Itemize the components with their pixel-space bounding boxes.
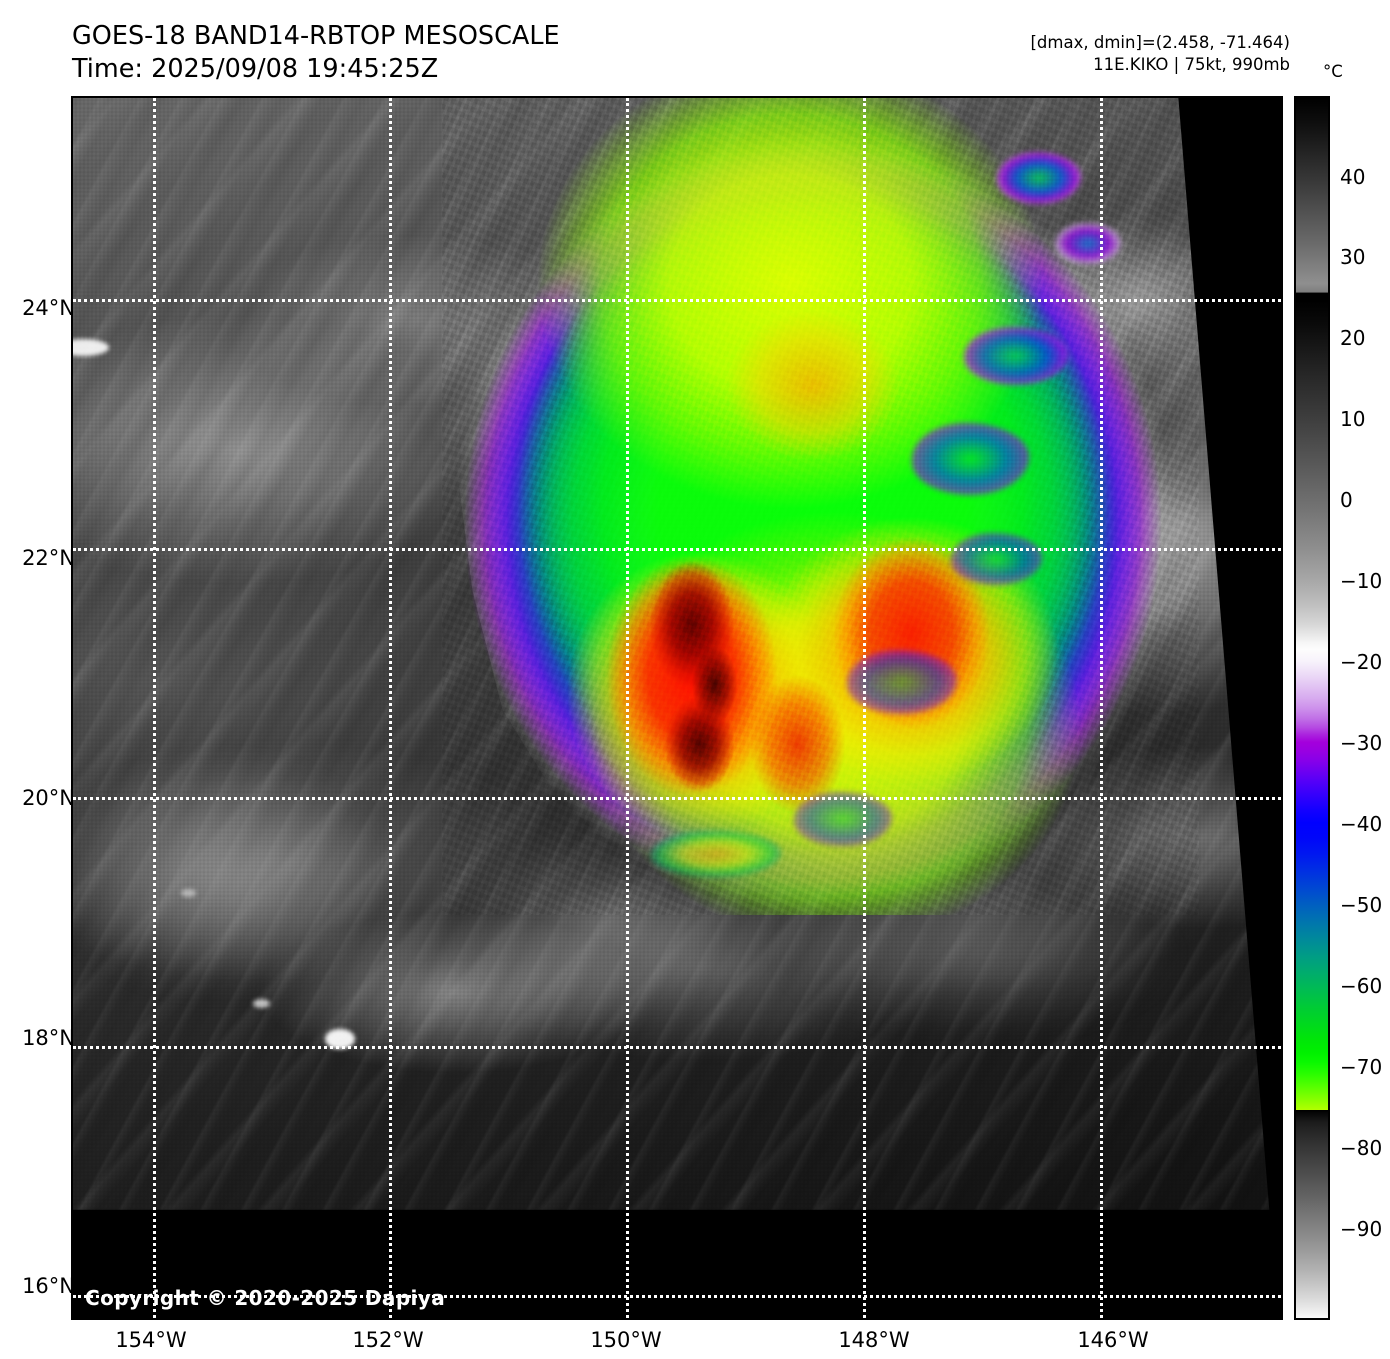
colorbar-tick-minus40: −40 [1340,812,1383,836]
detached-convective-cell [650,830,782,878]
plot-inner: Copyright © 2020-2025 Dapiya [73,98,1281,1318]
x-tick-label-154w: 154°W [115,1328,187,1352]
bright-cloud-blob [73,339,110,357]
y-tick-label-16n: 16°N [22,1274,75,1298]
x-tick-label-152w: 152°W [352,1328,424,1352]
y-tick-label-22n: 22°N [22,546,75,570]
header-title-block: GOES-18 BAND14-RBTOP MESOSCALE Time: 202… [72,20,560,85]
colorbar-unit-label: °C [1323,62,1343,81]
header-annotation-block: [dmax, dmin]=(2.458, -71.464) 11E.KIKO |… [1031,32,1291,76]
page-title: GOES-18 BAND14-RBTOP MESOSCALE [72,21,560,51]
colorbar-tick-minus70: −70 [1340,1055,1383,1079]
copyright-label: Copyright © 2020-2025 Dapiya [85,1286,446,1310]
bright-cloud-blob [324,1028,355,1050]
colorbar-tick-30: 30 [1340,245,1366,269]
y-tick-label-18n: 18°N [22,1026,75,1050]
x-tick-label-148w: 148°W [838,1328,910,1352]
colorbar-tick-minus60: −60 [1340,974,1383,998]
temperature-colorbar-lower-gray [1294,1110,1330,1320]
detached-convective-cell [996,151,1082,204]
y-tick-label-20n: 20°N [22,786,75,810]
colorbar-tick-minus20: −20 [1340,650,1383,674]
detached-convective-cell [911,423,1030,495]
satellite-swath [73,98,1270,1210]
colorbar-tick-0: 0 [1340,488,1353,512]
colorbar-tick-minus80: −80 [1340,1136,1383,1160]
detached-convective-cell [964,326,1069,385]
x-tick-label-150w: 150°W [590,1328,662,1352]
colorbar-tick-minus30: −30 [1340,731,1383,755]
bright-cloud-blob [252,998,270,1008]
y-tick-label-24n: 24°N [22,296,75,320]
colorbar-tick-minus10: −10 [1340,569,1383,593]
colorbar-tick-20: 20 [1340,326,1366,350]
detached-convective-cell [950,533,1043,586]
colorbar-tick-minus90: −90 [1340,1217,1383,1241]
storm-info-label: 11E.KIKO | 75kt, 990mb [1093,54,1290,74]
timestamp-label: Time: 2025/09/08 19:45:25Z [72,53,439,84]
detached-convective-cell [794,792,893,847]
pixel-grain-overlay [73,98,1270,1210]
dmax-dmin-label: [dmax, dmin]=(2.458, -71.464) [1030,33,1291,52]
colorbar-tick-40: 40 [1340,165,1366,189]
satellite-image-plot[interactable]: Copyright © 2020-2025 Dapiya [71,96,1283,1320]
colorbar-tick-minus50: −50 [1340,893,1383,917]
x-tick-label-146w: 146°W [1077,1328,1149,1352]
detached-convective-cell [1055,223,1121,265]
colorbar-tick-10: 10 [1340,407,1366,431]
